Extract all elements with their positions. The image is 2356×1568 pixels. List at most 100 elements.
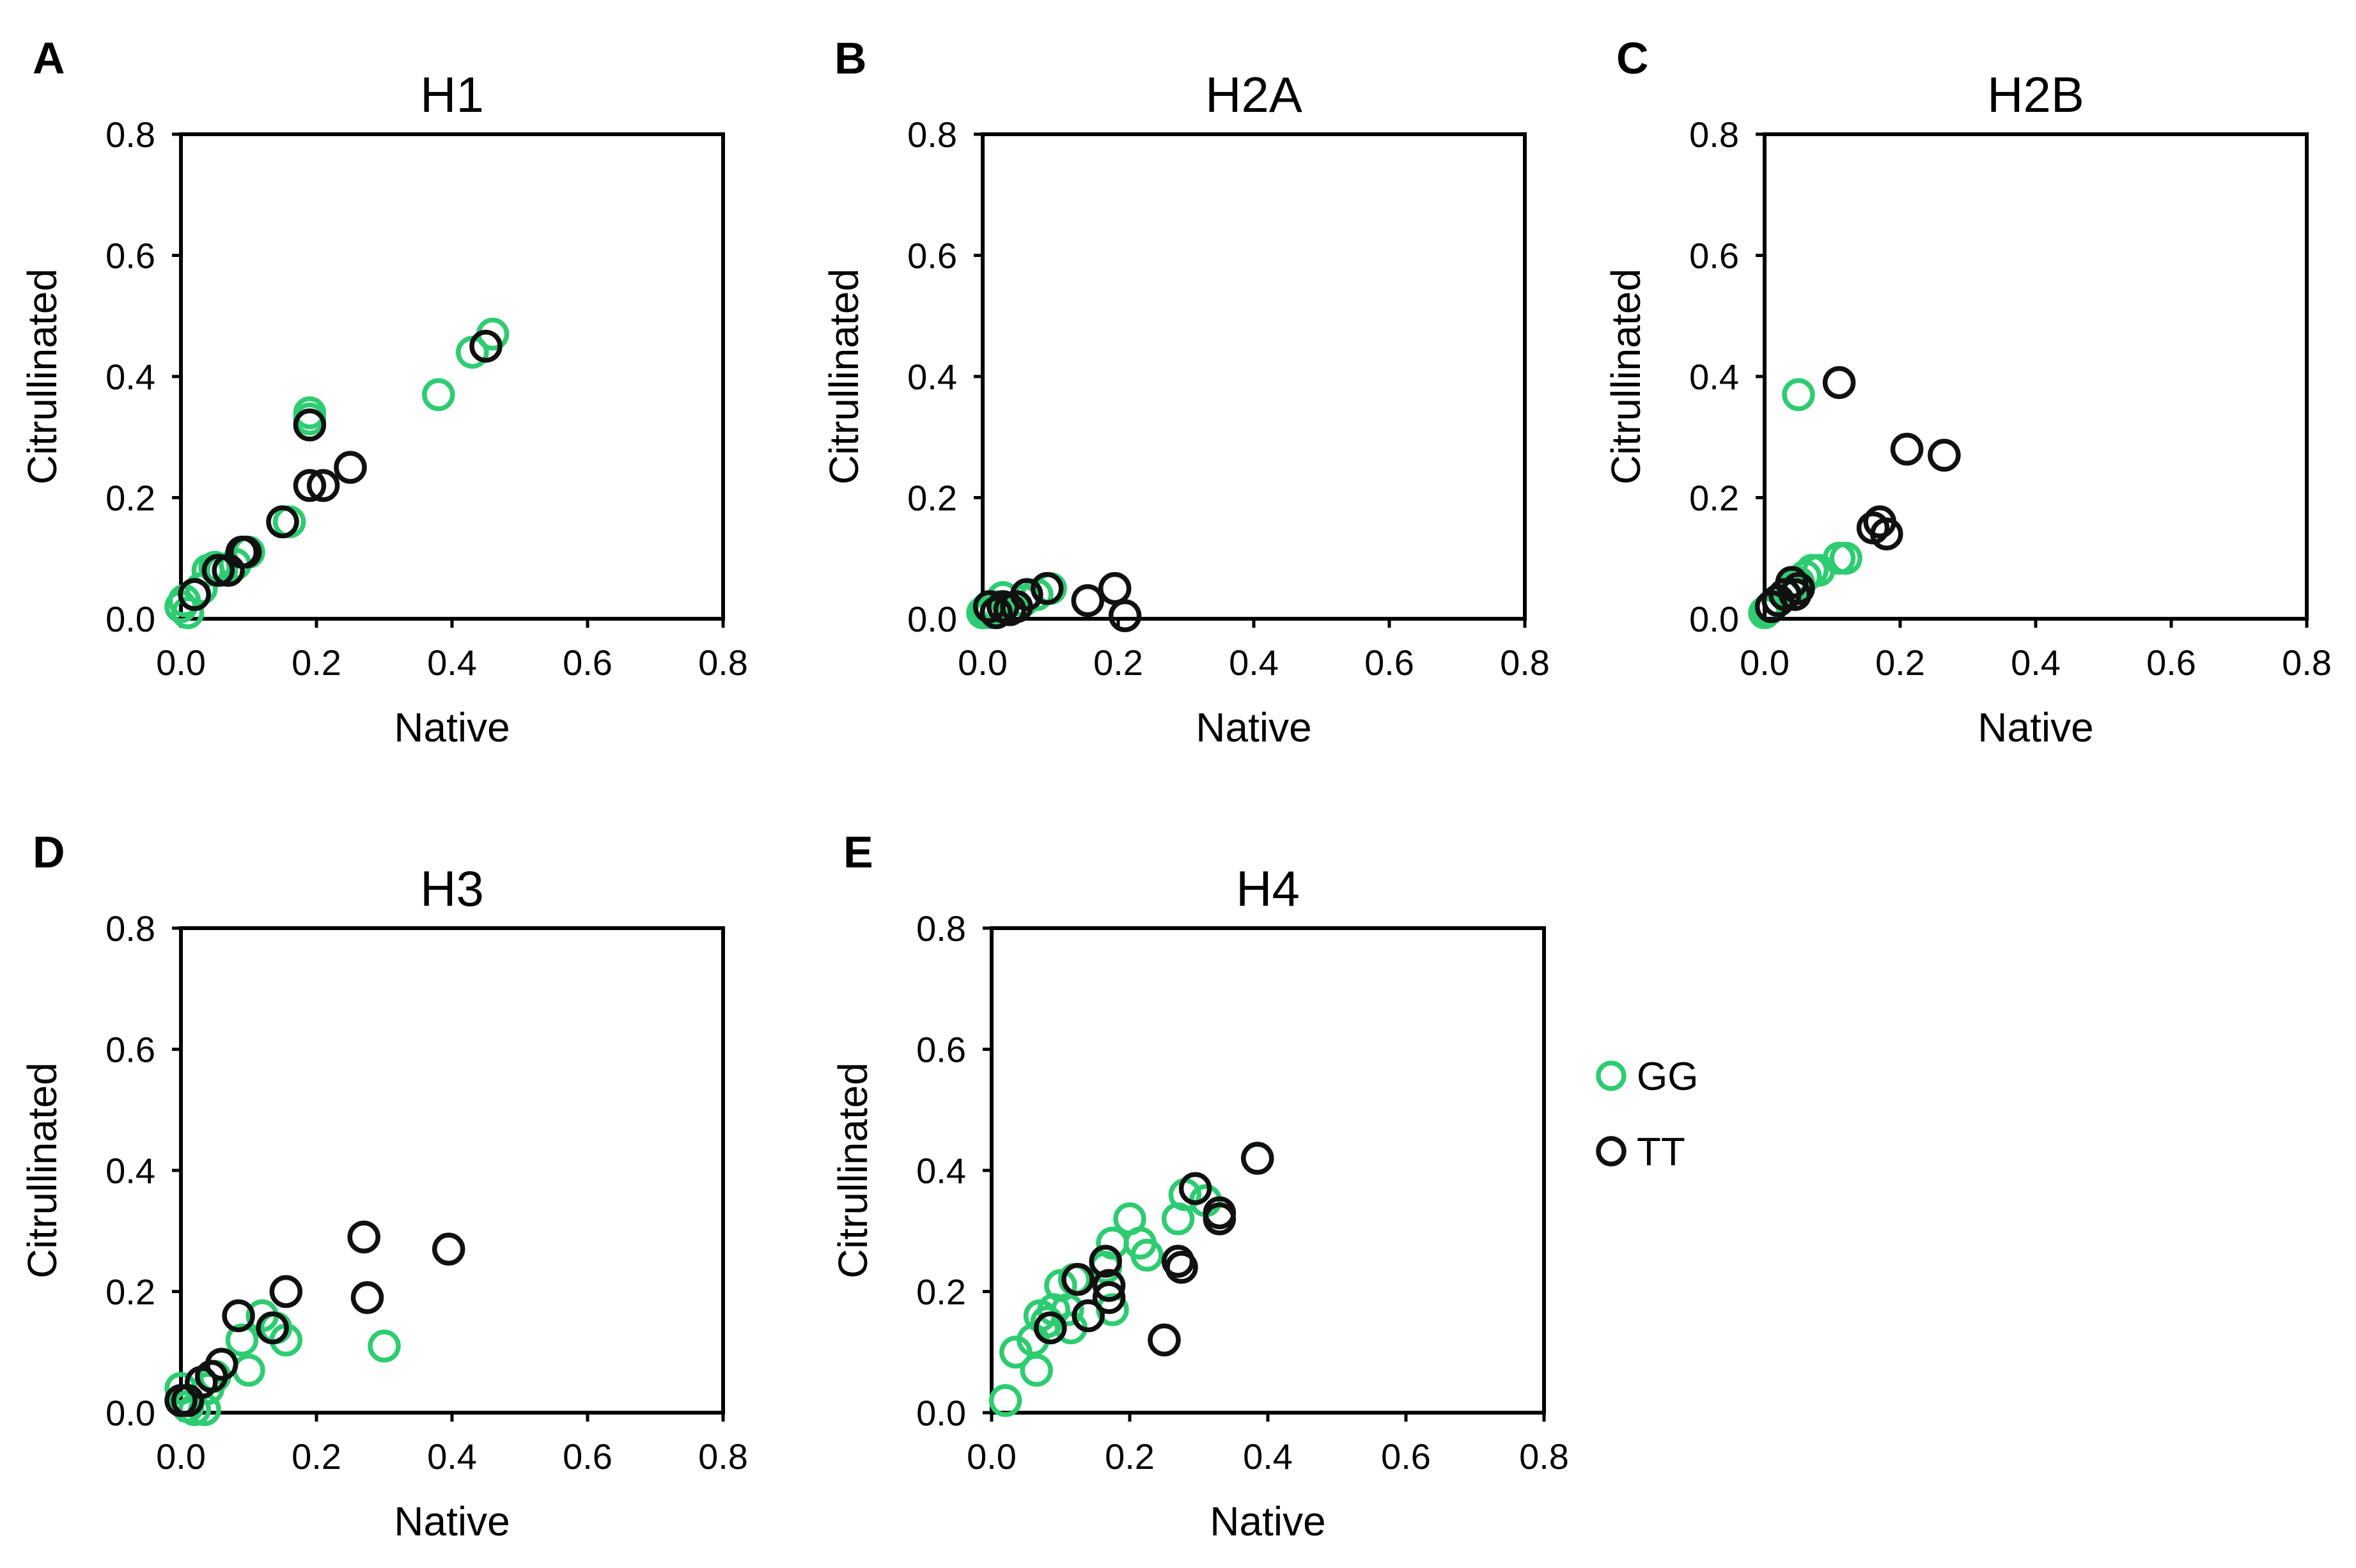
x-tick-label: 0.4 [427, 642, 477, 683]
data-point-tt [1870, 517, 1903, 551]
x-tick-label: 0.8 [1500, 642, 1550, 683]
y-tick-label: 0.6 [1689, 236, 1739, 276]
data-point-tt [1928, 439, 1961, 472]
data-point-tt [1148, 1323, 1181, 1357]
y-tick-label: 0.2 [105, 478, 155, 518]
data-point-tt [1203, 1202, 1237, 1236]
data-point-tt [469, 329, 503, 363]
chart-h2b: C H2B 0.0 0.2 0.4 0.6 0.8 0.0 0.2 0.4 0.6 0.8 Native… [1603, 33, 2332, 750]
data-point-tt [1092, 1269, 1126, 1302]
data-point-tt [1108, 599, 1142, 633]
y-axis-label: Citrullinated [821, 268, 867, 485]
data-point-tt [1241, 1142, 1274, 1175]
data-point-tt [228, 536, 262, 569]
data-point-tt [266, 505, 299, 539]
y-tick-label: 0.4 [1689, 357, 1739, 397]
legend-item-tt: TT [1596, 1130, 1685, 1174]
x-tick-label: 0.0 [156, 1436, 206, 1477]
y-tick-label: 0.6 [105, 236, 155, 276]
x-axis-label: Native [394, 704, 510, 750]
panel-letter: E [843, 827, 873, 877]
panel-letter: C [1616, 33, 1649, 83]
data-point-tt [306, 469, 340, 502]
y-tick-label: 0.2 [105, 1272, 155, 1312]
series-tt [972, 571, 1142, 633]
data-point-tt [256, 1311, 289, 1345]
x-tick-label: 0.4 [1243, 1436, 1293, 1477]
data-point-tt [1092, 1281, 1126, 1314]
x-tick-label: 0.4 [427, 1436, 477, 1477]
x-tick-label: 0.0 [958, 642, 1008, 683]
legend-marker [1596, 1060, 1627, 1091]
x-axis-label: Native [1210, 1498, 1325, 1544]
panel-letter: A [33, 33, 65, 83]
y-axis-label: Citrullinated [830, 1062, 876, 1278]
x-tick-label: 0.8 [2282, 642, 2332, 683]
data-point-tt [1890, 432, 1924, 466]
data-point-gg [1020, 1353, 1053, 1387]
y-tick-label: 0.4 [907, 357, 957, 397]
y-tick-label: 0.4 [105, 357, 155, 397]
data-point-tt [293, 469, 327, 502]
x-tick-label: 0.2 [1875, 642, 1925, 683]
x-tick-label: 0.2 [292, 642, 341, 683]
data-point-gg [232, 1353, 265, 1387]
y-tick-label: 0.2 [907, 478, 957, 518]
data-point-gg [988, 1384, 1022, 1417]
data-point-tt [1822, 366, 1856, 400]
data-point-tt [350, 1281, 384, 1314]
chart-title: H4 [1236, 860, 1300, 917]
chart-h3: D H3 0.0 0.2 0.4 0.6 0.8 0.0 0.2 0.4 0.6 0.8 Native C… [19, 827, 748, 1544]
data-point-tt [1165, 1250, 1198, 1284]
legend-label: GG [1637, 1055, 1698, 1099]
y-tick-label: 0.4 [105, 1151, 155, 1191]
data-point-tt [293, 408, 327, 442]
x-tick-label: 0.4 [2011, 642, 2061, 683]
chart-h4: E H4 0.0 0.2 0.4 0.6 0.8 0.0 0.2 0.4 0.6 0.8 Native C… [830, 827, 1569, 1544]
legend-marker [1596, 1136, 1627, 1167]
data-point-tt [222, 1299, 255, 1333]
plot-frame [981, 132, 1527, 621]
y-tick-label: 0.8 [1689, 114, 1739, 155]
data-point-tt [1010, 578, 1043, 611]
y-tick-label: 0.8 [907, 114, 957, 155]
y-tick-label: 0.2 [916, 1272, 966, 1312]
x-tick-label: 0.6 [563, 642, 612, 683]
data-point-tt [1098, 571, 1132, 605]
x-tick-label: 0.8 [1519, 1436, 1569, 1477]
data-point-tt [269, 1275, 303, 1308]
y-tick-label: 0.2 [1689, 478, 1739, 518]
y-tick-label: 0.6 [907, 236, 957, 276]
data-point-tt [1061, 1262, 1095, 1296]
y-tick-label: 0.8 [105, 908, 155, 949]
data-point-gg [1829, 541, 1862, 575]
data-point-tt [178, 578, 211, 611]
series-tt [1754, 366, 1961, 623]
chart-title: H2B [1987, 66, 2084, 123]
data-point-tt [201, 554, 235, 587]
data-point-tt [979, 596, 1013, 630]
panel-letter: D [33, 827, 65, 877]
series-tt [178, 329, 503, 611]
x-tick-label: 0.8 [698, 1436, 748, 1477]
data-point-tt [347, 1220, 380, 1254]
x-tick-label: 0.6 [1364, 642, 1414, 683]
y-tick-label: 0.6 [916, 1030, 966, 1070]
data-point-tt [1178, 1172, 1212, 1206]
y-axis-label: Citrullinated [19, 268, 65, 485]
x-tick-label: 0.0 [156, 642, 206, 683]
x-tick-label: 0.2 [292, 1436, 341, 1477]
data-point-gg [1130, 1238, 1164, 1272]
x-tick-label: 0.8 [698, 642, 748, 683]
chart-title: H3 [420, 860, 484, 917]
x-tick-label: 0.2 [1105, 1436, 1155, 1477]
y-tick-label: 0.4 [916, 1151, 966, 1191]
y-axis-label: Citrullinated [1603, 268, 1649, 485]
series-tt [1034, 1142, 1274, 1357]
data-point-gg [1051, 1293, 1084, 1326]
x-tick-label: 0.2 [1093, 642, 1143, 683]
panel-letter: B [834, 33, 867, 83]
data-point-tt [334, 451, 367, 484]
y-axis-label: Citrullinated [19, 1062, 65, 1278]
data-point-gg [422, 378, 455, 412]
